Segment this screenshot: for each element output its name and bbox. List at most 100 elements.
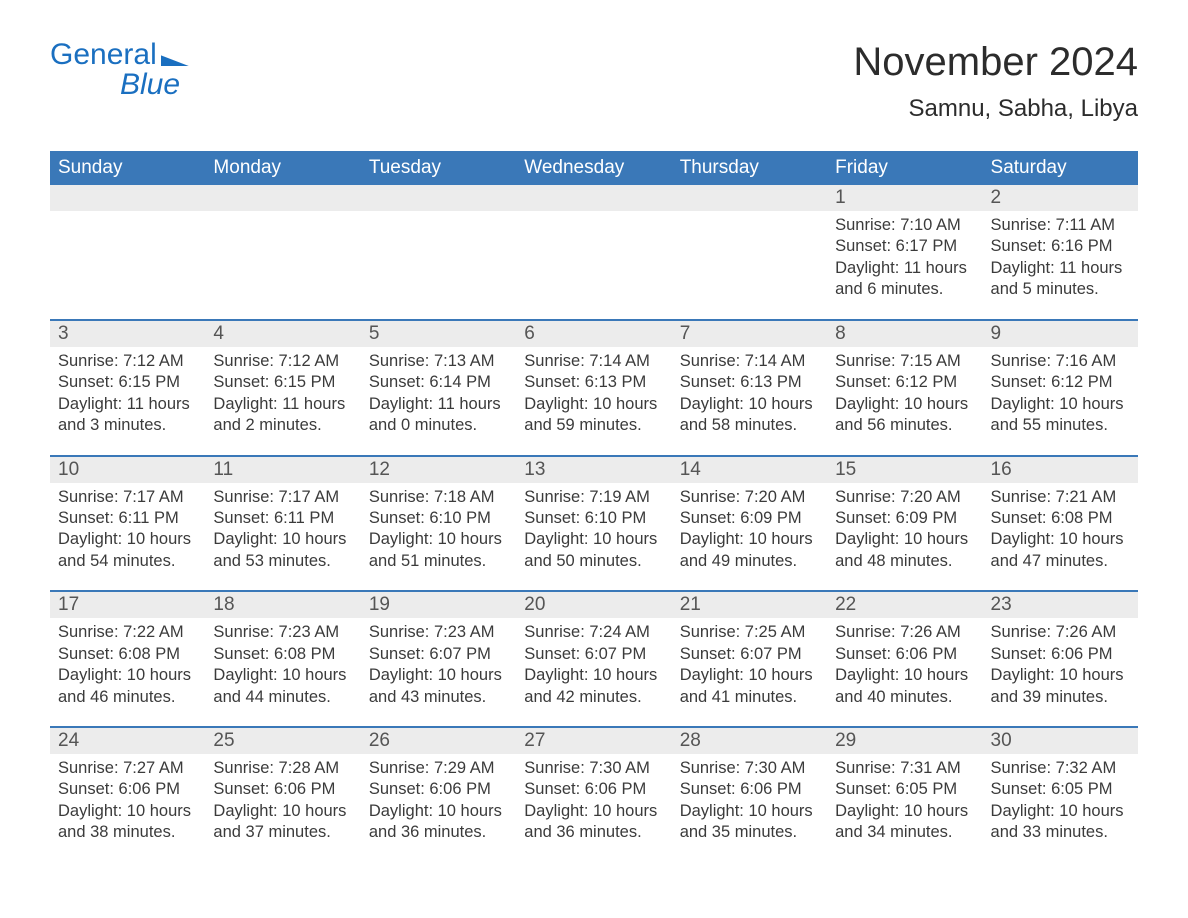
daylight-text: Daylight: 10 hours and 44 minutes. xyxy=(213,665,352,708)
calendar-page: General Blue November 2024 Samnu, Sabha,… xyxy=(0,0,1188,912)
sunrise-text: Sunrise: 7:28 AM xyxy=(213,758,352,779)
day-number: 14 xyxy=(672,457,827,483)
sunset-text: Sunset: 6:06 PM xyxy=(680,779,819,800)
daylight-text: Daylight: 10 hours and 59 minutes. xyxy=(524,394,663,437)
empty-day xyxy=(50,185,205,211)
sunset-text: Sunset: 6:06 PM xyxy=(835,644,974,665)
sunrise-text: Sunrise: 7:23 AM xyxy=(369,622,508,643)
sunrise-text: Sunrise: 7:23 AM xyxy=(213,622,352,643)
calendar-day-cell: 16Sunrise: 7:21 AMSunset: 6:08 PMDayligh… xyxy=(983,456,1138,592)
day-details: Sunrise: 7:10 AMSunset: 6:17 PMDaylight:… xyxy=(827,211,982,319)
daylight-text: Daylight: 11 hours and 0 minutes. xyxy=(369,394,508,437)
calendar-day-cell: 28Sunrise: 7:30 AMSunset: 6:06 PMDayligh… xyxy=(672,727,827,862)
day-details: Sunrise: 7:32 AMSunset: 6:05 PMDaylight:… xyxy=(983,754,1138,862)
day-number: 25 xyxy=(205,728,360,754)
daylight-text: Daylight: 11 hours and 3 minutes. xyxy=(58,394,197,437)
title-block: November 2024 Samnu, Sabha, Libya xyxy=(853,40,1138,123)
sunrise-text: Sunrise: 7:27 AM xyxy=(58,758,197,779)
day-details: Sunrise: 7:31 AMSunset: 6:05 PMDaylight:… xyxy=(827,754,982,862)
weekday-header: Friday xyxy=(827,151,982,185)
calendar-day-cell: 24Sunrise: 7:27 AMSunset: 6:06 PMDayligh… xyxy=(50,727,205,862)
daylight-text: Daylight: 10 hours and 55 minutes. xyxy=(991,394,1130,437)
sunset-text: Sunset: 6:09 PM xyxy=(835,508,974,529)
empty-day xyxy=(361,185,516,211)
day-details: Sunrise: 7:14 AMSunset: 6:13 PMDaylight:… xyxy=(672,347,827,455)
sunrise-text: Sunrise: 7:31 AM xyxy=(835,758,974,779)
daylight-text: Daylight: 10 hours and 42 minutes. xyxy=(524,665,663,708)
sunset-text: Sunset: 6:12 PM xyxy=(835,372,974,393)
empty-day xyxy=(205,185,360,211)
sunset-text: Sunset: 6:05 PM xyxy=(835,779,974,800)
daylight-text: Daylight: 10 hours and 49 minutes. xyxy=(680,529,819,572)
sunset-text: Sunset: 6:13 PM xyxy=(524,372,663,393)
daylight-text: Daylight: 10 hours and 43 minutes. xyxy=(369,665,508,708)
day-number: 18 xyxy=(205,592,360,618)
calendar-week-row: 10Sunrise: 7:17 AMSunset: 6:11 PMDayligh… xyxy=(50,456,1138,592)
calendar-day-cell: 5Sunrise: 7:13 AMSunset: 6:14 PMDaylight… xyxy=(361,320,516,456)
day-details: Sunrise: 7:17 AMSunset: 6:11 PMDaylight:… xyxy=(50,483,205,591)
day-number: 19 xyxy=(361,592,516,618)
day-details: Sunrise: 7:19 AMSunset: 6:10 PMDaylight:… xyxy=(516,483,671,591)
header: General Blue November 2024 Samnu, Sabha,… xyxy=(50,40,1138,123)
calendar-day-cell: 29Sunrise: 7:31 AMSunset: 6:05 PMDayligh… xyxy=(827,727,982,862)
calendar-day-cell: 21Sunrise: 7:25 AMSunset: 6:07 PMDayligh… xyxy=(672,591,827,727)
calendar-table: Sunday Monday Tuesday Wednesday Thursday… xyxy=(50,151,1138,862)
day-details: Sunrise: 7:16 AMSunset: 6:12 PMDaylight:… xyxy=(983,347,1138,455)
day-number: 1 xyxy=(827,185,982,211)
calendar-day-cell: 26Sunrise: 7:29 AMSunset: 6:06 PMDayligh… xyxy=(361,727,516,862)
sunset-text: Sunset: 6:07 PM xyxy=(369,644,508,665)
calendar-week-row: 17Sunrise: 7:22 AMSunset: 6:08 PMDayligh… xyxy=(50,591,1138,727)
sunset-text: Sunset: 6:06 PM xyxy=(991,644,1130,665)
weekday-header: Thursday xyxy=(672,151,827,185)
calendar-day-cell: 27Sunrise: 7:30 AMSunset: 6:06 PMDayligh… xyxy=(516,727,671,862)
sunset-text: Sunset: 6:09 PM xyxy=(680,508,819,529)
calendar-day-cell: 22Sunrise: 7:26 AMSunset: 6:06 PMDayligh… xyxy=(827,591,982,727)
month-title: November 2024 xyxy=(853,40,1138,85)
day-details: Sunrise: 7:28 AMSunset: 6:06 PMDaylight:… xyxy=(205,754,360,862)
daylight-text: Daylight: 10 hours and 40 minutes. xyxy=(835,665,974,708)
day-number: 8 xyxy=(827,321,982,347)
sunrise-text: Sunrise: 7:17 AM xyxy=(58,487,197,508)
calendar-day-cell: 18 Sunrise: 7:23 AMSunset: 6:08 PMDayligh… xyxy=(205,591,360,727)
day-number: 26 xyxy=(361,728,516,754)
sunrise-text: Sunrise: 7:20 AM xyxy=(835,487,974,508)
daylight-text: Daylight: 10 hours and 37 minutes. xyxy=(213,801,352,844)
daylight-text: Daylight: 10 hours and 47 minutes. xyxy=(991,529,1130,572)
day-number: 5 xyxy=(361,321,516,347)
daylight-text: Daylight: 10 hours and 36 minutes. xyxy=(524,801,663,844)
sunset-text: Sunset: 6:17 PM xyxy=(835,236,974,257)
calendar-day-cell xyxy=(361,185,516,320)
day-number: 7 xyxy=(672,321,827,347)
sunset-text: Sunset: 6:11 PM xyxy=(213,508,352,529)
empty-day xyxy=(672,185,827,211)
sunrise-text: Sunrise: 7:19 AM xyxy=(524,487,663,508)
day-number: 6 xyxy=(516,321,671,347)
daylight-text: Daylight: 10 hours and 54 minutes. xyxy=(58,529,197,572)
brand-word-2: Blue xyxy=(120,70,189,100)
sunset-text: Sunset: 6:06 PM xyxy=(213,779,352,800)
sunrise-text: Sunrise: 7:15 AM xyxy=(835,351,974,372)
sunrise-text: Sunrise: 7:25 AM xyxy=(680,622,819,643)
calendar-day-cell: 15Sunrise: 7:20 AMSunset: 6:09 PMDayligh… xyxy=(827,456,982,592)
calendar-day-cell: 14Sunrise: 7:20 AMSunset: 6:09 PMDayligh… xyxy=(672,456,827,592)
day-number: 30 xyxy=(983,728,1138,754)
day-details: Sunrise: 7:15 AMSunset: 6:12 PMDaylight:… xyxy=(827,347,982,455)
day-details: Sunrise: 7:20 AMSunset: 6:09 PMDaylight:… xyxy=(672,483,827,591)
calendar-day-cell: 8Sunrise: 7:15 AMSunset: 6:12 PMDaylight… xyxy=(827,320,982,456)
sunrise-text: Sunrise: 7:32 AM xyxy=(991,758,1130,779)
sunset-text: Sunset: 6:08 PM xyxy=(58,644,197,665)
day-details: Sunrise: 7:17 AMSunset: 6:11 PMDaylight:… xyxy=(205,483,360,591)
calendar-day-cell: 13Sunrise: 7:19 AMSunset: 6:10 PMDayligh… xyxy=(516,456,671,592)
day-details: Sunrise: 7:29 AMSunset: 6:06 PMDaylight:… xyxy=(361,754,516,862)
weekday-header: Saturday xyxy=(983,151,1138,185)
sunset-text: Sunset: 6:08 PM xyxy=(213,644,352,665)
calendar-day-cell xyxy=(205,185,360,320)
day-number: 21 xyxy=(672,592,827,618)
daylight-text: Daylight: 11 hours and 5 minutes. xyxy=(991,258,1130,301)
sunset-text: Sunset: 6:06 PM xyxy=(369,779,508,800)
daylight-text: Daylight: 11 hours and 2 minutes. xyxy=(213,394,352,437)
calendar-day-cell: 17Sunrise: 7:22 AMSunset: 6:08 PMDayligh… xyxy=(50,591,205,727)
day-number: 20 xyxy=(516,592,671,618)
day-details: Sunrise: 7:30 AMSunset: 6:06 PMDaylight:… xyxy=(516,754,671,862)
day-number: 13 xyxy=(516,457,671,483)
